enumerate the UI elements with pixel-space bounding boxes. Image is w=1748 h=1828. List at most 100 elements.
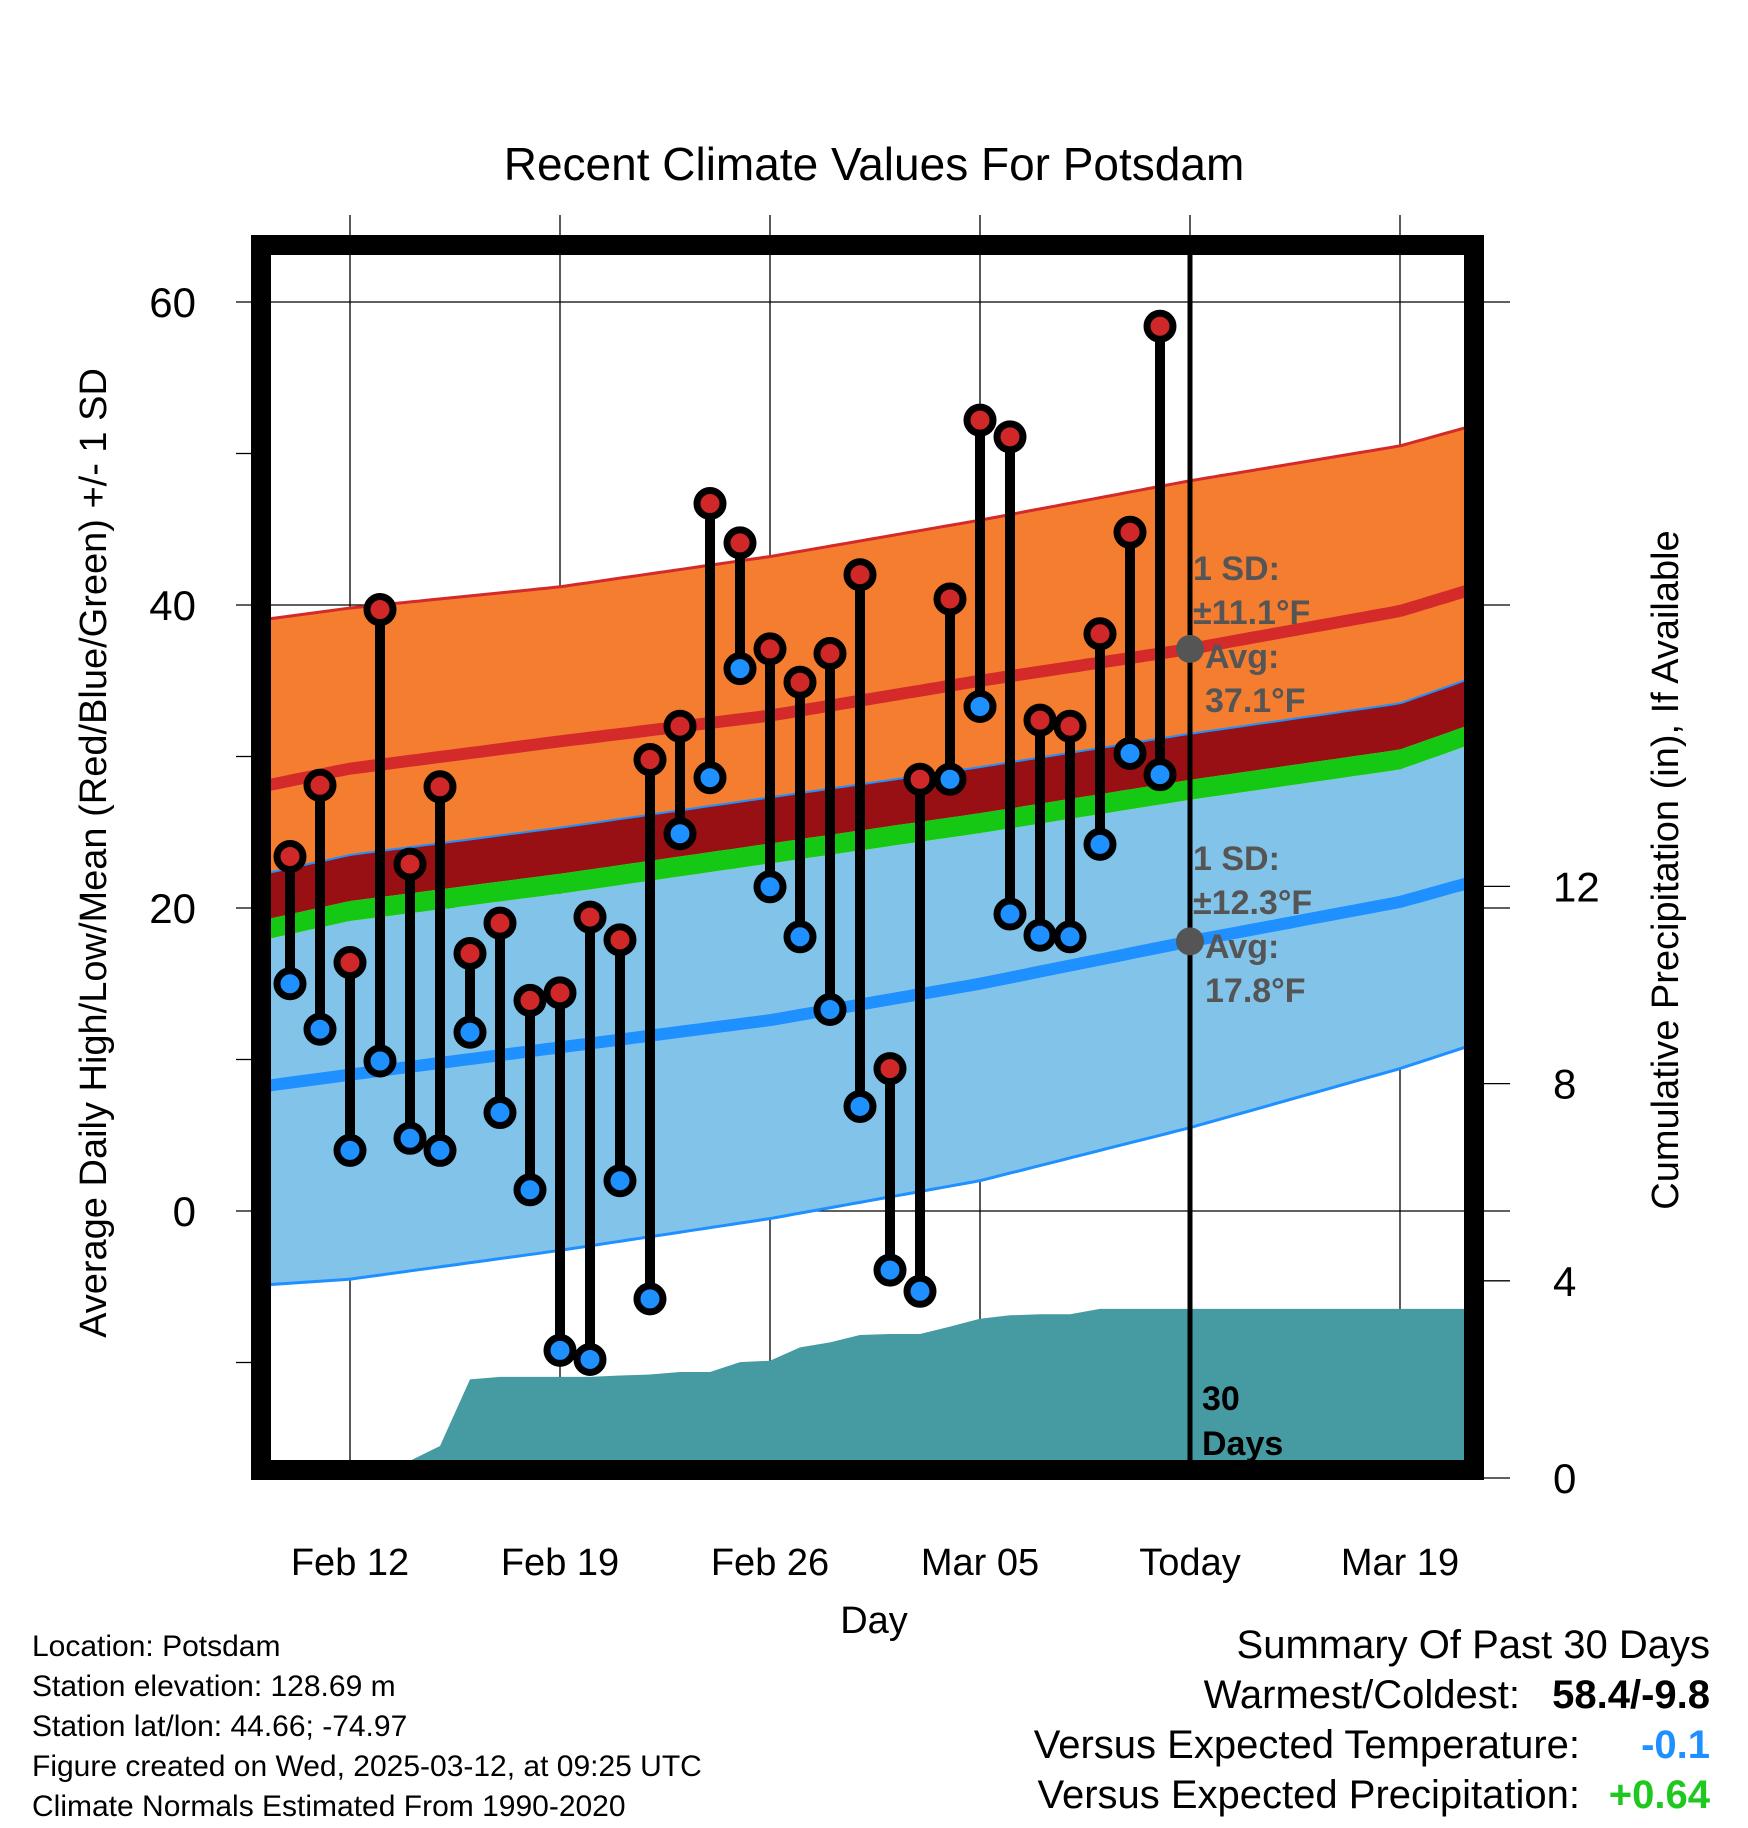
- high-point: [1023, 703, 1057, 737]
- y-tick-label-left-2: 40: [149, 582, 196, 629]
- high-point: [573, 900, 607, 934]
- high-point: [393, 847, 427, 881]
- low-point: [693, 761, 727, 795]
- high-point: [1113, 515, 1147, 549]
- precip-departure-label: Versus Expected Precipitation:: [1037, 1773, 1580, 1817]
- window-label-days: Days: [1202, 1425, 1283, 1463]
- x-tick-label-4: Today: [1139, 1542, 1240, 1584]
- high-sd-label-0: 1 SD:: [1193, 550, 1280, 588]
- info-normals: Climate Normals Estimated From 1990-2020: [32, 1790, 626, 1823]
- info-location: Location: Potsdam: [32, 1630, 281, 1663]
- high-point: [453, 936, 487, 970]
- summary-panel: Summary Of Past 30 Days Warmest/Coldest:…: [1034, 1620, 1710, 1820]
- info-elevation: Station elevation: 128.69 m: [32, 1670, 396, 1703]
- high-point: [423, 770, 457, 804]
- window-label-num: 30: [1202, 1380, 1240, 1418]
- daily-range-bars: [273, 309, 1177, 1376]
- chart-title: Recent Climate Values For Potsdam: [504, 138, 1245, 190]
- low-point: [1023, 918, 1057, 952]
- low-avg-marker: [1176, 927, 1204, 956]
- x-axis-label: Day: [840, 1600, 908, 1642]
- high-point: [723, 526, 757, 560]
- y-tick-label-right-0: 0: [1553, 1455, 1576, 1502]
- y-tick-label-left-1: 20: [149, 885, 196, 932]
- low-point: [393, 1121, 427, 1155]
- low-point: [873, 1253, 907, 1287]
- annotations: 1 SD: ±11.1°F Avg: 37.1°F 1 SD: ±12.3°F Avg: 17…: [1193, 550, 1312, 1010]
- low-sd-label-1: ±12.3°F: [1193, 884, 1312, 922]
- high-point: [603, 923, 637, 957]
- low-point: [753, 870, 787, 904]
- temp-departure-label: Versus Expected Temperature:: [1033, 1723, 1580, 1767]
- info-latlon: Station lat/lon: 44.66; -74.97: [32, 1710, 408, 1743]
- high-avg-label-0: Avg:: [1205, 638, 1279, 676]
- high-point: [843, 558, 877, 592]
- high-sd-label-1: ±11.1°F: [1193, 594, 1310, 632]
- high-avg-marker: [1176, 634, 1204, 663]
- plot-frame: [251, 235, 1484, 1480]
- warmest-coldest-value: 58.4/-9.8: [1552, 1673, 1710, 1717]
- high-point: [753, 632, 787, 666]
- axes: 0 20 40 60 0 4 8 12 Feb 12 Feb 19 Feb 26 Mar 05 Toda…: [149, 235, 1600, 1584]
- high-point: [1143, 309, 1177, 343]
- temp-departure-value: -0.1: [1641, 1723, 1710, 1767]
- low-point: [453, 1015, 487, 1049]
- low-point: [423, 1133, 457, 1167]
- low-point: [933, 762, 967, 796]
- low-point: [333, 1133, 367, 1167]
- high-point: [1083, 617, 1117, 651]
- y-tick-label-left-0: 0: [173, 1188, 196, 1235]
- low-point: [363, 1044, 397, 1078]
- low-point: [603, 1164, 637, 1198]
- low-point: [513, 1173, 547, 1207]
- low-point: [1143, 758, 1177, 792]
- high-point: [303, 768, 337, 802]
- low-point: [663, 817, 697, 851]
- today-marker: 30 Days: [1176, 245, 1283, 1470]
- high-point: [333, 946, 367, 980]
- low-point: [783, 920, 817, 954]
- high-upper-line: [253, 425, 1470, 623]
- high-point: [543, 976, 577, 1010]
- high-point: [273, 839, 307, 873]
- low-point: [1083, 827, 1117, 861]
- high-point: [933, 582, 967, 616]
- precip-area: [350, 1308, 1475, 1478]
- x-tick-label-5: Mar 19: [1341, 1542, 1459, 1584]
- low-point: [813, 993, 847, 1027]
- high-point: [663, 709, 697, 743]
- y-tick-label-right-3: 12: [1553, 863, 1600, 910]
- x-tick-label-2: Feb 26: [711, 1542, 829, 1584]
- low-point: [993, 897, 1027, 931]
- cumulative-precip-area: [350, 1308, 1475, 1478]
- low-point: [903, 1274, 937, 1308]
- low-point: [303, 1012, 337, 1046]
- y-axis-label-left: Average Daily High/Low/Mean (Red/Blue/Gr…: [73, 368, 115, 1338]
- info-created: Figure created on Wed, 2025-03-12, at 09…: [32, 1750, 702, 1783]
- x-tick-label-1: Feb 19: [501, 1542, 619, 1584]
- low-avg-label-1: 17.8°F: [1205, 972, 1306, 1010]
- low-sd-label-0: 1 SD:: [1193, 840, 1280, 878]
- low-point: [723, 652, 757, 686]
- low-point: [633, 1282, 667, 1316]
- low-lower-line: [253, 1044, 1470, 1288]
- high-point: [483, 906, 517, 940]
- low-point: [963, 690, 997, 724]
- warmest-coldest-label: Warmest/Coldest:: [1203, 1673, 1520, 1717]
- y-tick-label-left-3: 60: [149, 279, 196, 326]
- high-point: [693, 486, 727, 520]
- high-point: [903, 762, 937, 796]
- low-point: [273, 967, 307, 1001]
- low-point: [483, 1096, 517, 1130]
- high-point: [633, 743, 667, 777]
- high-point: [513, 983, 547, 1017]
- high-point: [963, 403, 997, 437]
- x-tick-label-3: Mar 05: [921, 1542, 1039, 1584]
- summary-title: Summary Of Past 30 Days: [1236, 1623, 1710, 1667]
- low-point: [543, 1333, 577, 1367]
- x-tick-label-0: Feb 12: [291, 1542, 409, 1584]
- y-tick-label-right-1: 4: [1553, 1258, 1576, 1305]
- y-axis-label-right: Cumulative Precipitation (in), If Availa…: [1645, 530, 1687, 1209]
- high-point: [1053, 709, 1087, 743]
